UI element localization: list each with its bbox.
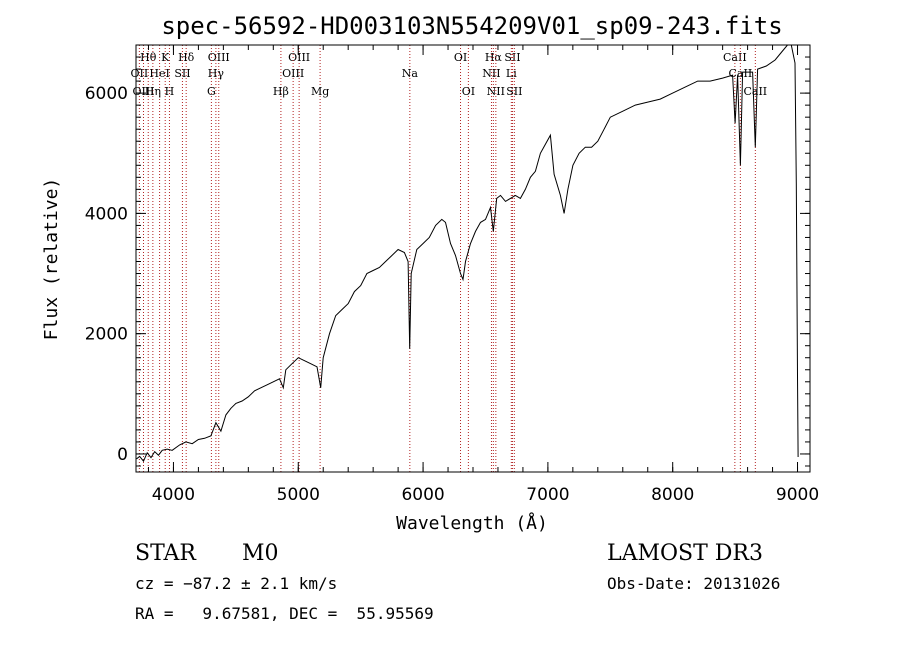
x-tick-label: 9000 xyxy=(776,485,819,505)
line-label: Hη xyxy=(145,85,161,98)
y-axis: 0 2000 4000 6000 xyxy=(85,44,810,467)
y-tick-label: 6000 xyxy=(85,84,128,104)
plot-frame xyxy=(135,44,811,473)
flux-series-line xyxy=(136,44,799,463)
line-label: H xyxy=(165,85,175,98)
x-tick-label: 6000 xyxy=(401,485,444,505)
line-label: CaII xyxy=(743,85,767,98)
x-axis: 4000 5000 6000 7000 8000 9000 xyxy=(147,45,819,505)
redshift-text: cz = −87.2 ± 2.1 km/s xyxy=(135,574,337,593)
line-label: Hθ xyxy=(140,51,157,64)
line-label: Hγ xyxy=(208,67,225,80)
line-label: Hβ xyxy=(273,85,289,98)
line-label: OI xyxy=(462,85,475,98)
line-label: OIII xyxy=(208,51,230,64)
coords-text: RA = 9.67581, DEC = 55.95569 xyxy=(135,604,434,623)
line-label: CaII xyxy=(723,51,747,64)
line-label: OIII xyxy=(282,67,304,80)
line-label: Hα xyxy=(485,51,503,64)
line-label: OIII xyxy=(288,51,310,64)
line-label: Mg xyxy=(311,85,329,98)
line-label: NII xyxy=(487,85,505,98)
x-tick-label: 7000 xyxy=(526,485,569,505)
y-tick-label: 2000 xyxy=(85,325,128,345)
line-label: OI xyxy=(454,51,467,64)
line-label: Na xyxy=(402,67,419,80)
x-axis-label: Wavelength (Å) xyxy=(396,512,548,534)
line-label: SII xyxy=(174,67,190,80)
line-label: OIII xyxy=(132,85,154,98)
chart-title: spec-56592-HD003103N554209V01_sp09-243.f… xyxy=(161,12,782,40)
spectral-line-markers: Hθ OII OIII K HeI Hη H SII Hδ OIII Hγ G Hβ OIII OIII Mg… xyxy=(131,45,767,472)
x-tick-label: 8000 xyxy=(651,485,694,505)
line-label: OII xyxy=(131,67,149,80)
line-label: HeI xyxy=(149,67,169,80)
line-label: NII xyxy=(482,67,500,80)
object-subclass: M0 xyxy=(242,541,279,566)
line-label: SII xyxy=(504,51,520,64)
line-label: SII xyxy=(506,85,522,98)
y-axis-label: Flux (relative) xyxy=(41,178,62,341)
line-label: CaII xyxy=(729,67,753,80)
survey-name: LAMOST DR3 xyxy=(607,541,763,566)
y-tick-label: 0 xyxy=(117,445,128,465)
line-label: Li xyxy=(506,67,517,80)
line-label: K xyxy=(161,51,170,64)
line-label: G xyxy=(207,85,216,98)
y-tick-label: 4000 xyxy=(85,204,128,224)
object-class: STAR xyxy=(135,541,197,566)
line-label: Hδ xyxy=(178,51,195,64)
x-tick-label: 4000 xyxy=(152,485,195,505)
x-tick-label: 5000 xyxy=(277,485,320,505)
obs-date-text: Obs-Date: 20131026 xyxy=(607,574,780,593)
